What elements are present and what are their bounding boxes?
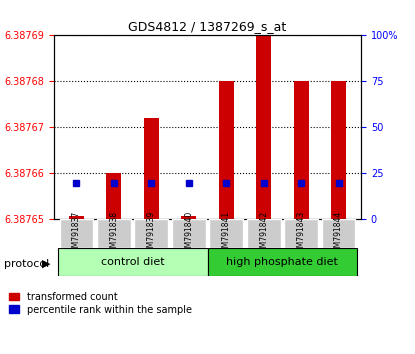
Text: GSM791839: GSM791839	[147, 211, 156, 257]
FancyBboxPatch shape	[60, 219, 93, 248]
Bar	[331, 81, 346, 219]
Bar	[256, 35, 271, 219]
FancyBboxPatch shape	[247, 219, 281, 248]
Text: GSM791838: GSM791838	[110, 211, 118, 257]
FancyBboxPatch shape	[58, 248, 208, 276]
FancyBboxPatch shape	[172, 219, 205, 248]
Text: high phosphate diet: high phosphate diet	[227, 257, 338, 267]
Bar	[181, 216, 196, 219]
Bar	[294, 81, 309, 219]
Title: GDS4812 / 1387269_s_at: GDS4812 / 1387269_s_at	[128, 20, 287, 33]
FancyBboxPatch shape	[134, 219, 168, 248]
FancyBboxPatch shape	[210, 219, 243, 248]
Legend: transformed count, percentile rank within the sample: transformed count, percentile rank withi…	[9, 292, 191, 314]
Text: GSM791841: GSM791841	[222, 211, 231, 257]
FancyBboxPatch shape	[208, 248, 357, 276]
FancyBboxPatch shape	[97, 219, 131, 248]
Text: GSM791844: GSM791844	[334, 211, 343, 257]
Bar	[69, 216, 84, 219]
Text: control diet: control diet	[101, 257, 164, 267]
Bar	[144, 118, 159, 219]
FancyBboxPatch shape	[322, 219, 355, 248]
Text: protocol: protocol	[4, 259, 49, 269]
Text: ▶: ▶	[42, 259, 50, 269]
Text: GSM791842: GSM791842	[259, 211, 268, 257]
Text: GSM791843: GSM791843	[297, 211, 305, 257]
Text: GSM791837: GSM791837	[72, 211, 81, 257]
FancyBboxPatch shape	[284, 219, 318, 248]
Bar	[106, 173, 121, 219]
Bar	[219, 81, 234, 219]
Text: GSM791840: GSM791840	[184, 211, 193, 257]
